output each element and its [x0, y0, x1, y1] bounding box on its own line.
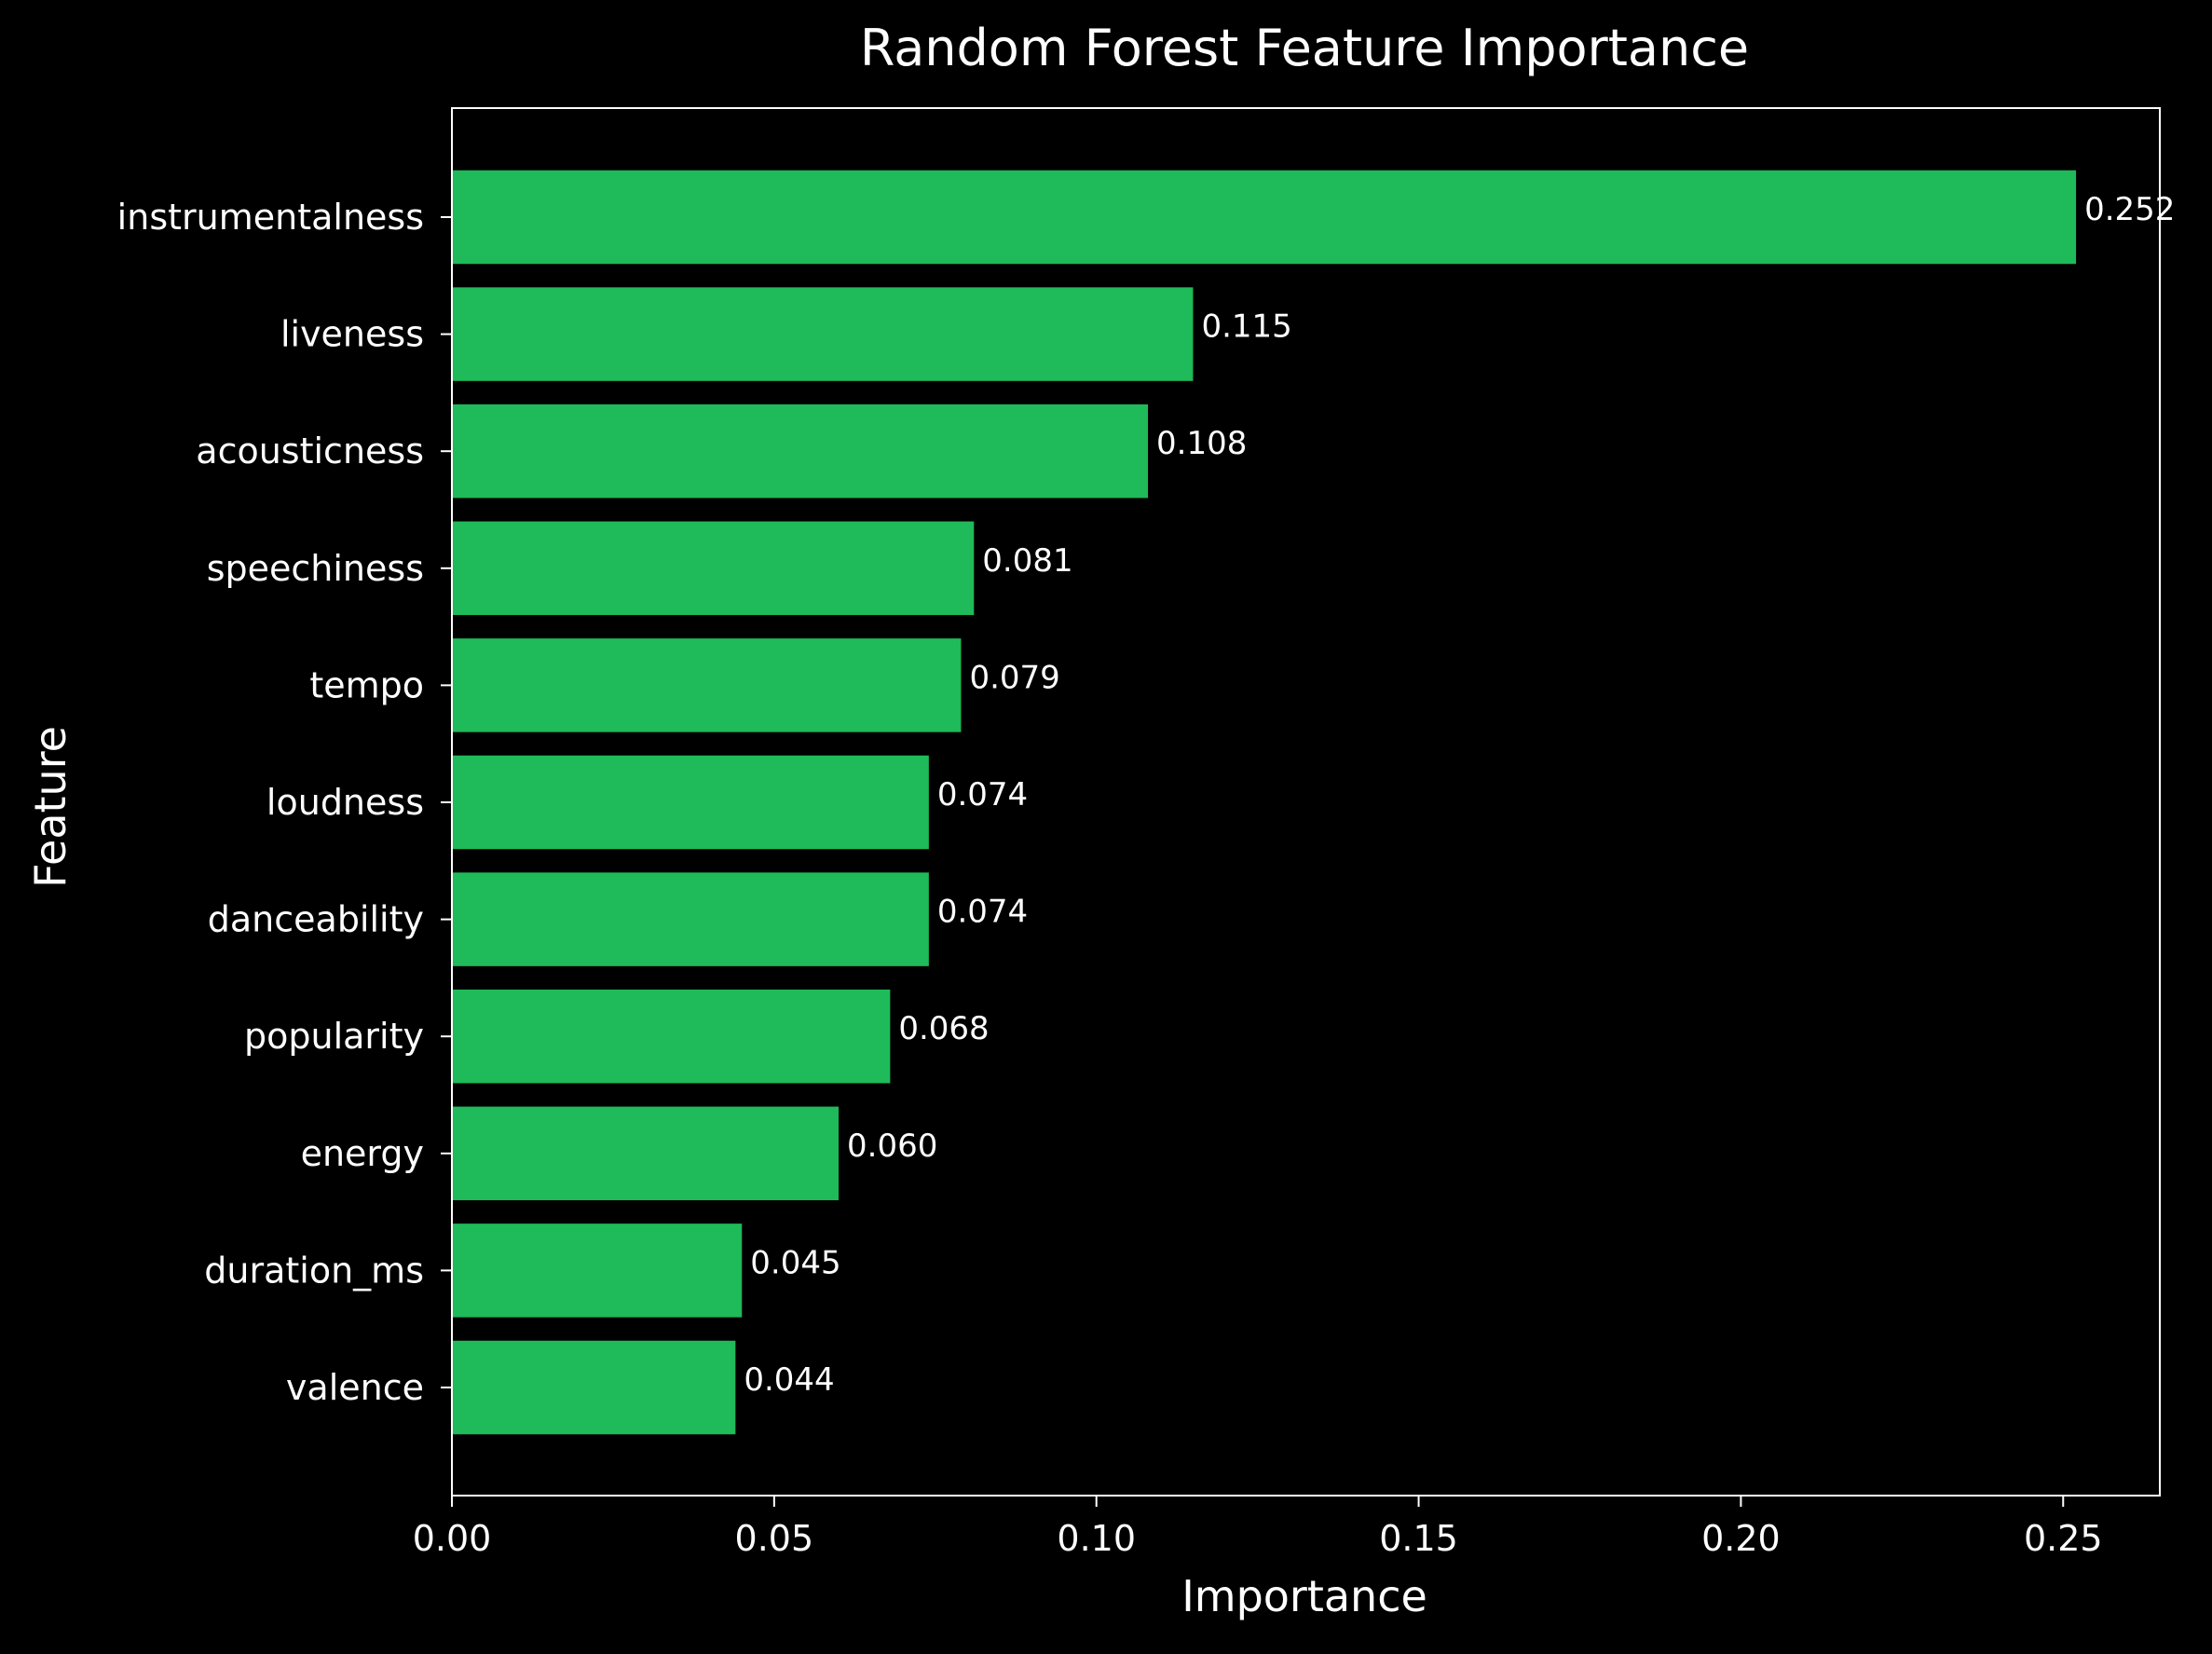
bar-loudness	[452, 755, 929, 850]
value-labels: 0.252 0.115 0.108 0.081 0.079 0.074 0.074 0.068…	[744, 191, 2175, 1399]
y-tick-label: speechiness	[207, 548, 424, 589]
bar-duration-ms	[452, 1223, 743, 1318]
data-label: 0.115	[1201, 308, 1291, 346]
y-axis-label: Feature	[25, 726, 75, 888]
data-label: 0.060	[847, 1128, 937, 1165]
x-tick-label: 0.10	[1057, 1518, 1136, 1559]
y-tick-label: instrumentalness	[117, 197, 424, 238]
bar-liveness	[452, 287, 1194, 381]
data-label: 0.074	[937, 894, 1028, 931]
bar-speechiness	[452, 521, 975, 616]
y-tick-label: liveness	[280, 314, 424, 355]
x-tick-label: 0.00	[413, 1518, 492, 1559]
data-label: 0.074	[937, 776, 1028, 813]
y-ticks: instrumentalness liveness acousticness spee…	[117, 197, 452, 1408]
bar-instrumentalness	[452, 170, 2077, 265]
bar-acousticness	[452, 403, 1149, 499]
x-tick-label: 0.25	[2024, 1518, 2103, 1559]
bar-danceability	[452, 872, 929, 966]
y-tick-label: loudness	[266, 782, 424, 823]
bar-energy	[452, 1106, 840, 1201]
bars-layer	[452, 170, 2077, 1435]
y-tick-label: danceability	[208, 899, 424, 940]
data-label: 0.252	[2084, 191, 2175, 228]
bar-tempo	[452, 638, 962, 732]
data-label: 0.079	[969, 659, 1059, 696]
data-label: 0.108	[1156, 425, 1247, 462]
bar-valence	[452, 1340, 736, 1435]
y-tick-label: tempo	[309, 664, 424, 705]
y-tick-label: acousticness	[196, 431, 424, 472]
bar-popularity	[452, 989, 891, 1084]
x-ticks: 0.00 0.05 0.10 0.15 0.20 0.25	[413, 1496, 2103, 1559]
y-tick-label: popularity	[244, 1016, 424, 1057]
data-label: 0.068	[898, 1010, 989, 1047]
chart-title: Random Forest Feature Importance	[860, 19, 1749, 77]
plot-frame	[451, 107, 2161, 1497]
x-tick-label: 0.20	[1701, 1518, 1781, 1559]
data-label: 0.044	[744, 1361, 834, 1399]
data-label: 0.045	[750, 1244, 840, 1281]
x-tick-label: 0.05	[735, 1518, 814, 1559]
data-label: 0.081	[982, 542, 1072, 580]
y-tick-label: duration_ms	[204, 1250, 424, 1291]
x-tick-label: 0.15	[1379, 1518, 1458, 1559]
y-tick-label: energy	[301, 1133, 424, 1174]
y-tick-label: valence	[286, 1367, 424, 1408]
x-axis-label: Importance	[1181, 1571, 1427, 1621]
